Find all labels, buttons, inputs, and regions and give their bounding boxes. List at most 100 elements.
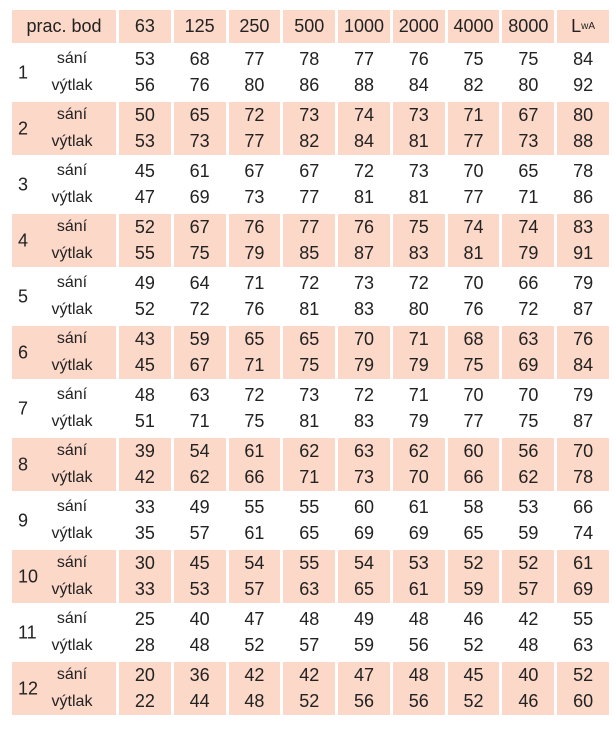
header-freq-250: 250: [228, 10, 281, 43]
operating-point-number: 3: [18, 174, 29, 194]
discharge-value: 56: [408, 635, 429, 656]
value-cell: 63 71: [174, 382, 226, 435]
discharge-value: 79: [408, 355, 429, 376]
intake-value: 67: [299, 160, 320, 181]
intake-value: 43: [134, 328, 155, 349]
value-cell: 73 81: [393, 158, 445, 211]
intake-value: 65: [299, 328, 320, 349]
value-cell: 72 77: [228, 102, 281, 155]
value-cell: 79 87: [557, 270, 609, 323]
intake-value: 48: [408, 608, 429, 629]
intake-value: 61: [189, 160, 210, 181]
intake-value: 58: [463, 496, 484, 517]
header-operating-point: prac. bod: [12, 10, 116, 43]
intake-value: 72: [353, 160, 374, 181]
discharge-value: 77: [244, 131, 265, 152]
intake-value: 33: [134, 496, 155, 517]
intake-value: 25: [134, 608, 155, 629]
discharge-value: 72: [518, 299, 539, 320]
value-cell: 75 83: [392, 214, 445, 267]
value-cell: 77 88: [338, 46, 390, 99]
intake-value: 79: [573, 384, 594, 405]
intake-value: 52: [134, 216, 155, 237]
label-intake: sání: [56, 330, 88, 348]
discharge-value: 72: [189, 299, 210, 320]
value-cell: 76 87: [338, 214, 390, 267]
value-cell: 42 48: [502, 606, 554, 659]
discharge-value: 87: [353, 243, 374, 264]
operating-point-number: 10: [18, 566, 39, 586]
intake-value: 65: [518, 160, 539, 181]
discharge-value: 63: [573, 635, 594, 656]
value-cell: 71 77: [447, 102, 500, 155]
value-cell: 54 65: [338, 550, 390, 603]
value-cell: 56 62: [502, 438, 555, 491]
value-cell: 72 75: [229, 382, 281, 435]
value-cell: 48 51: [119, 382, 171, 435]
intake-value: 55: [244, 496, 265, 517]
lwa-main: L: [571, 16, 582, 36]
intake-value: 54: [244, 552, 265, 573]
discharge-value: 84: [353, 131, 374, 152]
discharge-value: 59: [518, 523, 539, 544]
discharge-value: 77: [463, 187, 484, 208]
value-cell: 72 80: [393, 270, 445, 323]
value-cell: 71 79: [393, 382, 445, 435]
value-cell: 50 53: [119, 102, 171, 155]
operating-point-number: 1: [18, 62, 29, 82]
operating-point-cell: 7 sání výtlak: [12, 382, 116, 435]
label-discharge: výtlak: [51, 580, 93, 598]
label-discharge: výtlak: [51, 132, 93, 150]
label-discharge: výtlak: [51, 244, 93, 262]
discharge-value: 91: [573, 243, 594, 264]
label-discharge: výtlak: [51, 188, 93, 206]
value-cell: 52 55: [119, 214, 171, 267]
discharge-value: 61: [244, 523, 265, 544]
label-discharge: výtlak: [51, 76, 93, 94]
value-cell: 52 57: [502, 550, 555, 603]
operating-point-cell: 3 sání výtlak: [12, 158, 116, 211]
discharge-value: 76: [463, 299, 484, 320]
intake-value: 52: [463, 552, 484, 573]
value-cell: 76 84: [557, 326, 609, 379]
intake-value: 66: [573, 496, 594, 517]
value-cell: 42 52: [283, 662, 336, 715]
label-intake: sání: [56, 162, 88, 180]
label-intake: sání: [56, 106, 88, 124]
operating-point-number: 11: [18, 622, 37, 642]
intake-value: 75: [463, 48, 484, 69]
intake-value: 62: [408, 440, 429, 461]
value-cell: 80 88: [557, 102, 609, 155]
discharge-value: 48: [518, 635, 539, 656]
intake-value: 48: [408, 664, 429, 685]
discharge-value: 81: [299, 411, 320, 432]
value-cell: 36 44: [173, 662, 226, 715]
label-discharge: výtlak: [51, 524, 93, 542]
discharge-value: 60: [573, 691, 594, 712]
value-cell: 61 69: [557, 550, 609, 603]
discharge-value: 69: [353, 523, 374, 544]
value-cell: 30 33: [119, 550, 171, 603]
value-cell: 53 59: [502, 494, 554, 547]
discharge-value: 73: [189, 131, 210, 152]
intake-value: 67: [244, 160, 265, 181]
value-cell: 53 61: [392, 550, 445, 603]
discharge-value: 57: [244, 579, 265, 600]
discharge-value: 71: [299, 467, 320, 488]
intake-value: 73: [299, 104, 320, 125]
value-cell: 68 76: [174, 46, 226, 99]
label-discharge: výtlak: [51, 300, 93, 318]
discharge-value: 71: [244, 355, 265, 376]
value-cell: 71 76: [229, 270, 281, 323]
table-row-group: 1 sání výtlak 53 56 68 76 77 80 78 86 77 88 76 84 75 82…: [12, 46, 609, 99]
discharge-value: 48: [189, 635, 210, 656]
discharge-value: 57: [518, 579, 539, 600]
intake-value: 45: [189, 552, 210, 573]
intake-value: 73: [408, 104, 429, 125]
intake-value: 40: [518, 664, 539, 685]
label-discharge: výtlak: [51, 692, 93, 710]
label-intake: sání: [56, 218, 88, 236]
label-intake: sání: [56, 386, 88, 404]
discharge-value: 44: [189, 691, 210, 712]
